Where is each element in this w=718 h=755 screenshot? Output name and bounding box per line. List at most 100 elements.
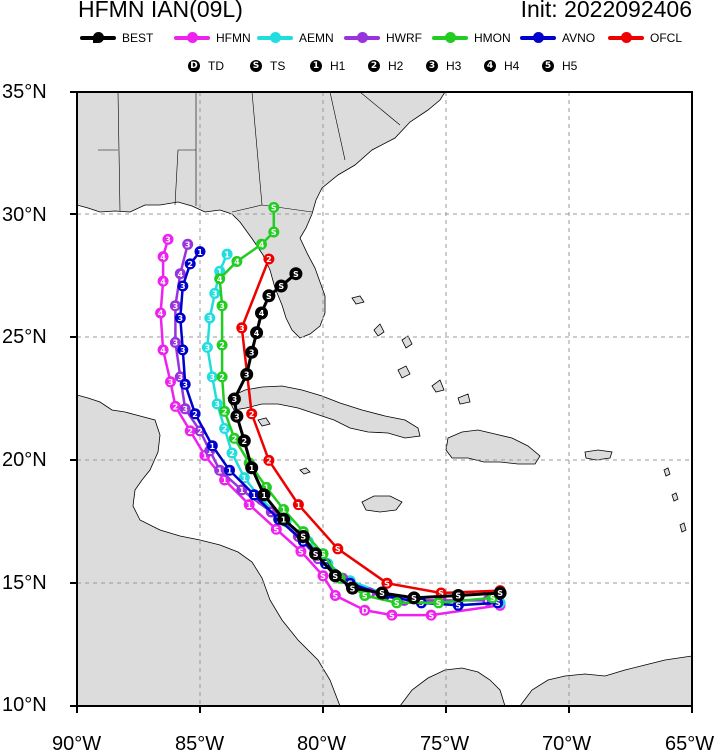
track-point-hwrf [169,337,181,348]
track-point-hmon [214,273,226,285]
state-borders [98,92,401,213]
track-point-hmon [216,371,228,383]
track-point-label: S [332,572,338,581]
cat-label: H2 [388,59,404,73]
track-point-hfmn [199,450,211,461]
track-point-avno [184,258,196,270]
category-legend: D TD S TS 1 H1 2 H2 3 H3 4 H4 5 H5 [0,59,718,79]
track-point-best [240,367,254,381]
track-point-hwrf [312,553,324,565]
lat-label-20: 20°N [2,449,47,471]
ocean-background [77,92,692,706]
track-line-hmon [218,207,493,605]
track-point-avno [174,312,186,324]
track-point-label: S [298,548,304,557]
track-point-best [245,345,259,359]
axis-ticks [70,91,693,713]
init-time: Init: 2022092406 [520,0,692,22]
track-point-hmon [219,405,231,417]
track-point-label: 3 [185,241,191,250]
track-point-label: S [497,587,503,596]
track-point-label: S [389,611,395,620]
track-point-hwrf [337,572,349,584]
track-point-hfmn [219,474,231,486]
track-point-label: 2 [219,341,225,350]
track-point-label: 2 [232,435,238,444]
track-point-label: S [335,545,341,554]
legend-line-hmon [432,32,468,43]
legend-line-ofcl [608,32,644,43]
track-point-avno [320,558,331,570]
legend-cat-td: D TD [188,59,224,73]
track-point-label: 2 [187,260,193,269]
track-point-label: S [271,228,277,237]
legend-label: HWRF [386,31,422,45]
track-point-label: 1 [224,250,230,259]
track-point-best [328,569,342,583]
track-point-label: 2 [187,427,193,436]
track-point-hfmn [494,599,506,611]
track-point-label: 3 [180,346,186,355]
plot-frame [76,91,693,707]
track-point-aemn [214,265,226,277]
track-point-hmon [231,256,243,267]
track-point-label: 1 [249,464,255,473]
track-point-best [257,488,271,502]
track-point-label: 4 [259,309,265,318]
cat-label: TS [270,59,286,73]
track-point-label: 1 [242,474,248,483]
track-point-label: S [438,589,444,598]
legend-item-hwrf: HWRF [344,31,422,45]
track-point-label: S [332,592,338,601]
track-point-label: S [367,589,373,598]
track-point-label: S [419,599,425,608]
land-hispaniola [445,429,541,465]
legend-cat-h3: 3 H3 [426,59,461,73]
legend-cat-h5: 5 H5 [542,59,577,73]
track-point-label: 4 [160,253,166,262]
track-point-hfmn [155,307,167,319]
track-point-label: 1 [251,491,257,500]
track-point-label: 1 [281,516,287,525]
track-point-label: 2 [192,410,198,419]
track-point-label: S [296,533,302,542]
track-point-label: S [273,525,279,534]
track-point-label: 1 [207,447,213,456]
track-point-aemn [219,423,231,434]
track-point-label: S [455,592,461,601]
track-point-hmon [228,432,240,444]
legend-line-best [80,32,116,43]
track-point-label: 1 [276,516,282,525]
track-point-ofcl [263,253,275,265]
track-point-best [230,409,244,423]
track-point-hmon [297,526,309,538]
lat-label-15: 15°N [2,572,47,594]
track-point-ofcl [263,454,275,466]
track-point-label: S [323,560,329,569]
track-point-label: 4 [178,270,184,279]
track-point-avno [273,513,285,525]
lat-label-35: 35°N [2,81,47,103]
track-point-label: 1 [261,491,267,500]
track-point-label: S [293,270,299,279]
track-point-hwrf [265,506,277,518]
track-point-label: 3 [173,302,179,311]
track-point-label: 3 [178,314,184,323]
track-point-label: S [497,589,503,598]
track-line-hwrf [174,243,488,602]
track-point-label: 4 [234,258,240,267]
track-point-label: S [401,597,407,606]
track-point-avno [248,489,260,501]
storm-title: HFMN IAN(09L) [78,0,243,22]
track-point-hfmn [359,604,371,616]
track-point-ofcl [332,543,344,555]
track-point-avno [179,378,191,390]
track-point-hwrf [179,403,191,415]
track-point-hfmn [157,251,169,263]
track-point-aemn [344,575,356,587]
track-point-label: 4 [254,329,260,338]
track-point-label: S [384,579,390,588]
